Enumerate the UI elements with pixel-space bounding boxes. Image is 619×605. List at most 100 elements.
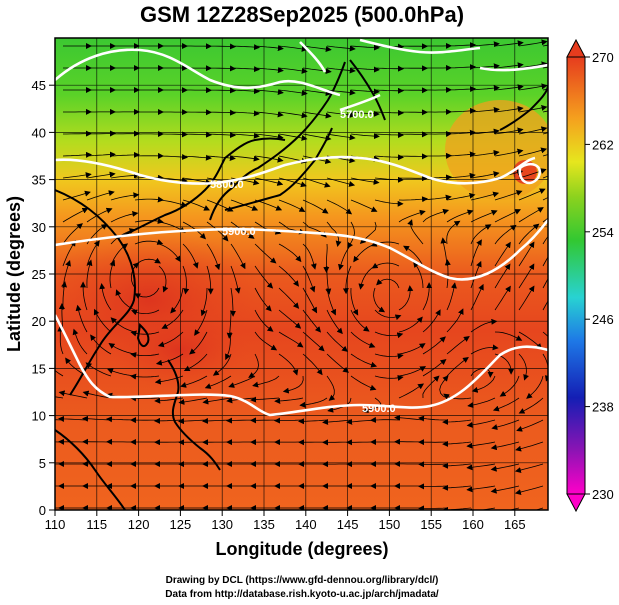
streamline bbox=[254, 331, 278, 351]
streamline bbox=[518, 397, 544, 414]
colorbar: 230 238 246 254 262 270 bbox=[566, 38, 614, 513]
x-tick-label: 125 bbox=[170, 517, 192, 532]
taiwan bbox=[136, 322, 150, 348]
colorbar-ticks: 230 238 246 254 262 270 bbox=[585, 50, 614, 502]
streamline bbox=[278, 177, 307, 188]
streamline bbox=[446, 308, 464, 333]
streamline bbox=[254, 67, 284, 74]
streamline bbox=[254, 89, 284, 96]
streamline bbox=[518, 285, 535, 311]
streamline bbox=[302, 353, 323, 376]
streamline bbox=[228, 375, 256, 388]
streamline bbox=[514, 485, 544, 495]
streamline bbox=[302, 309, 322, 333]
streamline bbox=[350, 177, 380, 185]
streamline bbox=[494, 148, 524, 157]
streamline bbox=[374, 109, 404, 116]
streamline bbox=[338, 243, 352, 271]
streamline bbox=[350, 353, 378, 368]
streamline bbox=[326, 375, 336, 401]
streamline bbox=[130, 262, 140, 289]
chart-title: GSM 12Z28Sep2025 (500.0hPa) bbox=[140, 2, 464, 27]
streamline bbox=[494, 40, 524, 47]
streamline bbox=[57, 325, 64, 355]
streamline bbox=[302, 243, 317, 270]
streamline bbox=[80, 281, 88, 311]
streamline bbox=[446, 86, 476, 93]
streamline bbox=[398, 285, 414, 311]
streamline bbox=[278, 353, 299, 376]
streamline bbox=[499, 375, 520, 397]
streamline bbox=[490, 507, 520, 510]
streamline bbox=[206, 265, 214, 295]
streamline bbox=[230, 265, 241, 294]
streamline bbox=[326, 89, 356, 96]
streamline bbox=[86, 171, 116, 179]
streamline bbox=[542, 255, 548, 267]
streamline bbox=[350, 199, 378, 212]
streamline bbox=[225, 331, 232, 361]
streamline bbox=[542, 299, 548, 311]
streamline bbox=[134, 218, 164, 224]
streamline bbox=[494, 241, 511, 267]
streamline bbox=[278, 287, 300, 309]
streamline bbox=[470, 63, 500, 70]
streamline bbox=[350, 375, 377, 391]
philippines bbox=[167, 359, 221, 471]
streamline bbox=[248, 353, 259, 378]
streamline bbox=[376, 278, 400, 289]
streamline bbox=[326, 221, 342, 247]
streamline bbox=[373, 287, 386, 313]
streamline bbox=[200, 287, 208, 317]
streamline bbox=[226, 309, 233, 339]
x-tick-label: 140 bbox=[295, 517, 317, 532]
streamline bbox=[183, 353, 208, 372]
streamline bbox=[254, 287, 272, 312]
streamline bbox=[206, 132, 236, 139]
streamline bbox=[326, 287, 336, 316]
colorbar-min-arrow bbox=[566, 493, 586, 513]
streamline bbox=[252, 375, 280, 388]
streamline bbox=[518, 104, 548, 113]
streamline bbox=[254, 155, 284, 163]
streamline bbox=[62, 151, 92, 158]
streamline bbox=[515, 441, 544, 452]
credit-data: Data from http://database.rish.kyoto-u.a… bbox=[165, 589, 439, 600]
y-axis-label: Latitude (degrees) bbox=[4, 196, 24, 352]
streamline bbox=[62, 223, 83, 245]
japan-main-island bbox=[224, 127, 333, 211]
x-axis-ticks: 110 115 120 125 130 135 140 145 150 155 160 165 bbox=[45, 510, 526, 532]
streamline bbox=[494, 285, 511, 311]
indochina-coast bbox=[55, 429, 126, 510]
streamline bbox=[109, 259, 116, 289]
colorbar-tick-label: 262 bbox=[592, 137, 614, 152]
streamline bbox=[62, 208, 89, 223]
streamline bbox=[518, 147, 548, 157]
streamline bbox=[350, 287, 359, 316]
streamline bbox=[398, 343, 426, 355]
streamline bbox=[470, 85, 500, 92]
streamline bbox=[62, 190, 91, 201]
streamline bbox=[302, 45, 332, 53]
streamline bbox=[442, 440, 472, 447]
streamline bbox=[494, 331, 523, 341]
x-tick-label: 165 bbox=[504, 517, 526, 532]
streamline bbox=[446, 336, 470, 355]
streamline bbox=[206, 177, 236, 186]
hokkaido bbox=[349, 59, 386, 121]
streamline bbox=[230, 243, 246, 270]
y-tick-label: 5 bbox=[39, 456, 46, 471]
streamline bbox=[518, 263, 535, 289]
streamline bbox=[278, 133, 308, 141]
streamline bbox=[444, 259, 451, 289]
streamline bbox=[518, 83, 548, 91]
streamline bbox=[350, 110, 380, 117]
streamline bbox=[490, 463, 520, 472]
streamline bbox=[206, 65, 236, 72]
streamline bbox=[302, 67, 332, 75]
colorbar-tick-label: 230 bbox=[592, 487, 614, 502]
streamline bbox=[154, 397, 184, 404]
x-tick-label: 160 bbox=[462, 517, 484, 532]
streamline bbox=[350, 88, 380, 95]
